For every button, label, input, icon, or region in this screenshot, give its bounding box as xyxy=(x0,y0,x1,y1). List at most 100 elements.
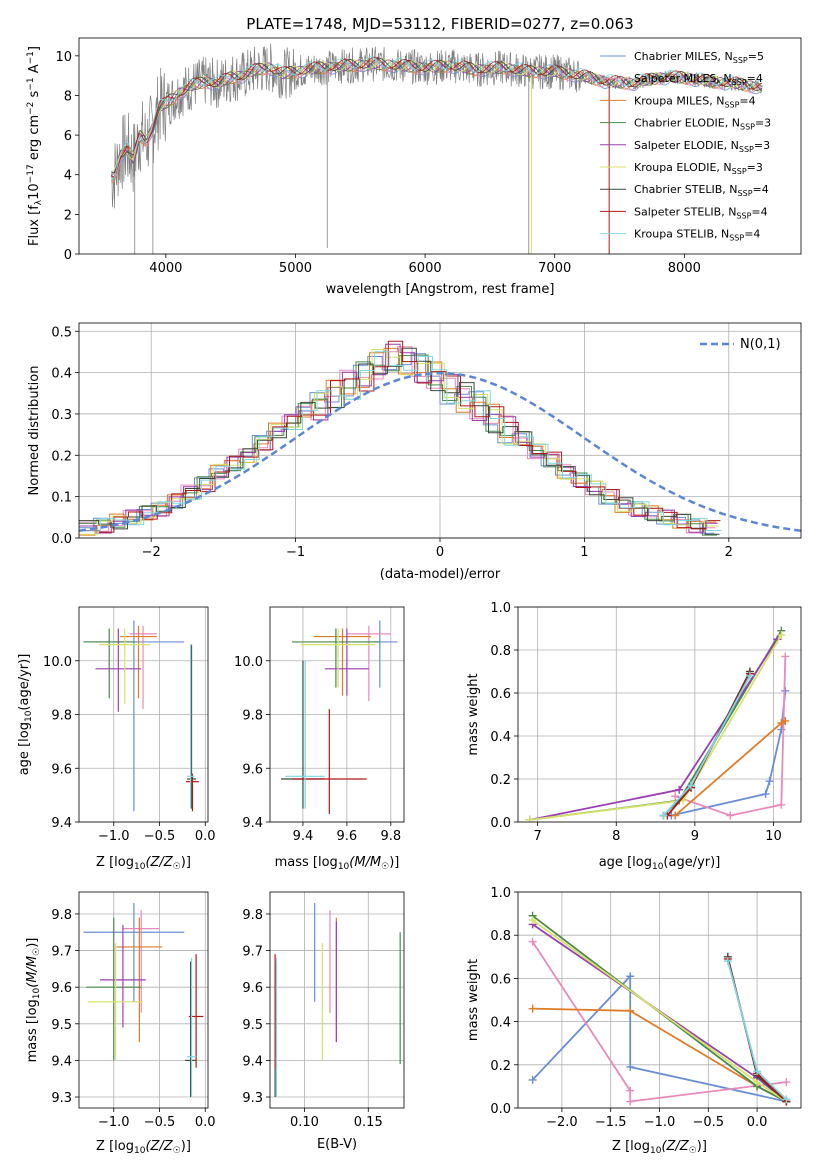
x-axis-label-part: ☉ xyxy=(173,1146,181,1156)
plot-area xyxy=(528,911,791,1106)
legend-label-main: Chabrier STELIB, N xyxy=(634,183,738,196)
legend-label-main: Chabrier MILES, N xyxy=(634,50,733,63)
y-tick-label: 0.6 xyxy=(490,687,511,702)
plot-area xyxy=(79,340,801,536)
x-axis-label-part: (Z/Z xyxy=(145,855,173,870)
x-axis-label-part: Z [log xyxy=(612,1139,650,1154)
y-tick-label: 10.0 xyxy=(234,655,263,670)
y-tick-label: 10 xyxy=(55,50,72,65)
x-tick-label: 10 xyxy=(765,829,782,844)
x-tick-label: 9.6 xyxy=(337,829,358,844)
y-tick-label: 9.4 xyxy=(51,816,72,831)
y-tick-label: 9.6 xyxy=(51,981,72,996)
y-tick-label: 0.8 xyxy=(490,644,511,659)
legend-label-suffix: =4 xyxy=(747,72,763,85)
legend-label-4: Salpeter ELODIE, NSSP=3 xyxy=(634,139,770,154)
plot-area xyxy=(274,902,401,1098)
y-tick-label: 1.0 xyxy=(490,601,511,616)
x-tick-label: 7 xyxy=(534,829,542,844)
legend-label-sub: SSP xyxy=(738,189,753,198)
y-axis-label-part: )] xyxy=(25,938,40,948)
mass-weight-vs-age-panel: 7 8 9 10 0.0 0.2 0.4 0.6 0.8 1.0 mass weight age [l… xyxy=(466,601,802,872)
x-axis-label-part: (Z/Z xyxy=(661,1139,689,1154)
y-axis-label-part: −2 xyxy=(26,102,36,115)
x-tick-label: 7000 xyxy=(538,261,571,276)
y-axis-label-part: Flux [f xyxy=(27,205,42,246)
y-axis-label-part: ☉ xyxy=(32,948,42,956)
legend-label-sub: SSP xyxy=(739,145,754,154)
model-fit-line-7 xyxy=(111,56,762,178)
legend-label-sub: SSP xyxy=(733,56,748,65)
legend-label-suffix: =4 xyxy=(739,94,755,107)
y-axis-label-part: 10 xyxy=(27,183,42,200)
x-tick-label: −0.5 xyxy=(693,1115,725,1130)
x-tick-label: −1.0 xyxy=(644,1115,676,1130)
x-tick-label: 0.0 xyxy=(195,829,216,844)
legend-label-sub: SSP xyxy=(732,78,747,87)
y-tick-label: 0.4 xyxy=(490,730,511,745)
plot-area xyxy=(280,620,398,814)
y-tick-label: 9.4 xyxy=(242,816,263,831)
y-axis-label: mass [log10(M/M☉)] xyxy=(25,938,42,1063)
weight-line-5 xyxy=(529,634,783,821)
x-axis-label-part: (M/M xyxy=(349,855,381,870)
residual-histogram-8 xyxy=(79,351,722,532)
x-axis-label-part: mass [log xyxy=(275,855,338,870)
age-vs-metallicity-panel: −1.0 −0.5 0.09.49.69.810.0Z [log10(Z/Z☉)]a… xyxy=(17,606,216,872)
spectrum-panel: 4000 5000 6000 7000 8000 0 2 4 6 8 10 Chabrier MILE… xyxy=(26,37,802,297)
y-tick-label: 9.8 xyxy=(242,908,263,923)
y-axis-label-part: 10 xyxy=(32,987,42,999)
x-tick-label: 0.10 xyxy=(290,1115,319,1130)
x-tick-label: 0.0 xyxy=(747,1115,768,1130)
plot-area xyxy=(525,626,790,822)
legend-label-main: Salpeter ELODIE, N xyxy=(634,139,739,152)
weight-marker-1 xyxy=(626,1086,635,1095)
weight-line-1 xyxy=(674,656,787,817)
legend-label-1: Salpeter MILES, NSSP=4 xyxy=(634,72,763,87)
y-tick-label: 0.3 xyxy=(51,408,72,423)
y-axis-label-part: (age/yr)] xyxy=(17,654,32,711)
legend-label-normal: N(0,1) xyxy=(740,337,781,352)
y-axis-label-part: (M/M xyxy=(25,956,40,988)
y-tick-label: 0.2 xyxy=(490,773,511,788)
weight-marker-5 xyxy=(777,630,786,639)
weight-line-3 xyxy=(529,630,783,821)
weight-marker-2 xyxy=(671,811,680,820)
mass-vs-extinction-panel: 0.10 0.15 9.3 9.4 9.5 9.6 9.7 9.8 E(B-V) xyxy=(242,891,405,1152)
legend-label-sub: SSP xyxy=(729,234,744,243)
legend-label-main: Kroupa ELODIE, N xyxy=(634,161,732,174)
legend-label-suffix: =3 xyxy=(755,117,771,130)
x-axis-label: Z [log10(Z/Z☉)] xyxy=(96,855,191,872)
y-tick-label: 0.4 xyxy=(51,367,72,382)
x-tick-label: 1 xyxy=(580,545,588,560)
legend-label-suffix: =3 xyxy=(754,139,770,152)
weight-marker-2 xyxy=(528,1004,537,1013)
legend-label-main: Salpeter STELIB, N xyxy=(634,205,736,218)
x-tick-label: −2 xyxy=(142,545,161,560)
x-tick-label: −1.0 xyxy=(98,829,130,844)
axes-frame xyxy=(78,891,209,1109)
x-axis-label: age [log10(age/yr)] xyxy=(599,855,721,872)
weight-marker-8 xyxy=(745,671,754,680)
axes-frame xyxy=(517,606,802,823)
age-vs-mass-panel: 9.4 9.6 9.8 9.4 9.6 9.8 10.0 mass [log10(M/M☉)] xyxy=(234,606,405,872)
x-axis-label-part: (age/yr)] xyxy=(663,855,720,870)
weight-marker-0 xyxy=(528,1075,537,1084)
legend-label-sub: SSP xyxy=(740,123,755,132)
x-axis-label-part: 10 xyxy=(652,862,664,872)
legend-label-sub: SSP xyxy=(736,211,751,220)
weight-marker-5 xyxy=(525,815,534,822)
weight-line-4 xyxy=(529,638,779,821)
x-axis-label: mass [log10(M/M☉)] xyxy=(275,855,400,872)
y-tick-label: 0.0 xyxy=(51,532,72,547)
y-tick-label: 0.2 xyxy=(490,1059,511,1074)
x-axis-label-part: )] xyxy=(181,1139,191,1154)
y-tick-label: 1.0 xyxy=(490,886,511,901)
residual-histogram-7 xyxy=(79,340,721,533)
y-tick-label: 9.3 xyxy=(51,1091,72,1106)
model-fit-line-8 xyxy=(111,56,762,180)
normal-reference-curve xyxy=(79,371,801,533)
y-axis-label-part: age [log xyxy=(17,722,32,775)
x-tick-label: 8000 xyxy=(668,261,701,276)
legend-label-2: Kroupa MILES, NSSP=4 xyxy=(634,94,756,109)
